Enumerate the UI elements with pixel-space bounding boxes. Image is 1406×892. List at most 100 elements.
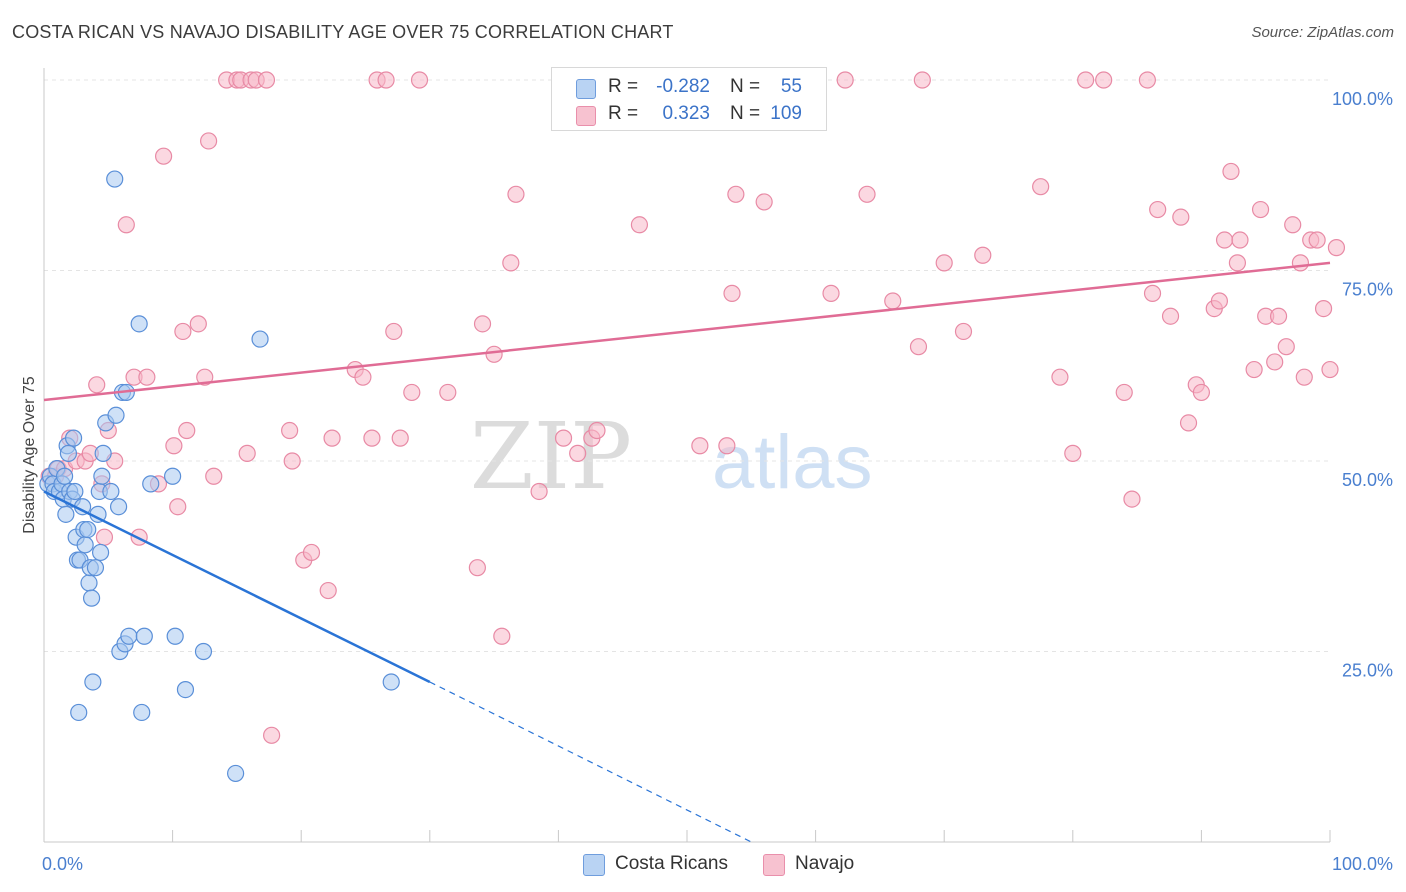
watermark-zip: ZIP — [470, 403, 632, 510]
gridlines — [44, 79, 1330, 652]
navajo-trendline — [43, 261, 1331, 402]
navajo-point — [554, 429, 573, 447]
costa-rican-point — [91, 543, 110, 562]
costa-rican-point — [194, 642, 213, 661]
navajo-points — [40, 71, 1346, 744]
navajo-point — [1314, 300, 1333, 318]
navajo-point — [493, 627, 511, 645]
costa-rican-point — [120, 627, 138, 645]
navajo-point — [485, 345, 503, 363]
navajo-point — [468, 559, 486, 577]
navajo-point — [909, 338, 928, 356]
costa-rican-point — [57, 505, 75, 523]
navajo-point — [569, 444, 587, 462]
navajo-point — [403, 383, 421, 402]
legend-n-value: 109 — [770, 103, 802, 124]
costa-rican-point — [107, 406, 125, 424]
navajo-point — [718, 437, 736, 455]
costa-rican-point — [130, 315, 148, 333]
costa-rican-point — [70, 703, 88, 722]
navajo-point — [117, 216, 135, 234]
navajo-point — [88, 376, 106, 394]
legend-r-value: -0.282 — [656, 76, 710, 97]
navajo-point — [174, 322, 192, 341]
navajo-point — [1308, 231, 1326, 249]
legend-swatch-pink — [763, 854, 785, 876]
costa-rican-point — [55, 467, 74, 485]
navajo-point — [302, 543, 321, 562]
source-credit: Source: ZipAtlas.com — [1251, 24, 1394, 41]
navajo-point — [1284, 216, 1302, 234]
costa-rican-point — [86, 559, 105, 577]
navajo-point — [1032, 178, 1050, 196]
navajo-point — [1210, 292, 1229, 310]
legend-swatch-blue — [576, 79, 596, 99]
navajo-point — [1161, 307, 1180, 325]
navajo-point — [1095, 71, 1113, 89]
navajo-point — [1172, 208, 1190, 226]
navajo-point — [1231, 231, 1249, 249]
navajo-point — [954, 322, 973, 341]
costa-rican-point — [66, 482, 84, 501]
legend-r-label: R = — [608, 103, 639, 124]
navajo-point — [1143, 284, 1162, 302]
x-tick-label: 100.0% — [1332, 854, 1393, 874]
chart-title: COSTA RICAN VS NAVAJO DISABILITY AGE OVE… — [12, 22, 674, 42]
costa-rican-point — [59, 444, 78, 462]
navajo-point — [530, 482, 548, 501]
navajo-point — [439, 383, 457, 402]
y-tick-label: 25.0% — [1342, 661, 1393, 681]
navajo-point — [858, 185, 876, 203]
navajo-point — [354, 368, 372, 386]
navajo-point — [377, 71, 395, 89]
navajo-point — [974, 246, 992, 264]
costa-rican-point — [84, 673, 102, 691]
y-tick-label: 50.0% — [1342, 470, 1393, 490]
legend-row-costa-ricans: R = -0.282 N = 55 — [552, 73, 826, 101]
legend-swatch-pink — [576, 106, 596, 126]
watermark-atlas: atlas — [712, 420, 873, 505]
navajo-point — [1115, 383, 1133, 402]
costa-rican-point — [82, 589, 101, 607]
costa-rican-point — [176, 680, 195, 699]
y-axis-label: Disability Age Over 75 — [21, 376, 38, 534]
navajo-point — [238, 444, 256, 462]
navajo-point — [263, 726, 281, 744]
costa-rican-point — [64, 429, 83, 447]
navajo-point — [95, 528, 114, 546]
navajo-point — [323, 429, 341, 447]
correlation-legend: R = -0.282 N = 55 R = 0.323 N = 109 — [551, 67, 827, 131]
navajo-point — [1277, 338, 1295, 356]
navajo-point — [283, 452, 301, 470]
trendlines — [43, 261, 1331, 843]
navajo-point — [1215, 231, 1234, 249]
navajo-point — [1321, 360, 1339, 379]
costa-rican-point — [94, 444, 112, 462]
x-tick-labels: 0.0% 100.0% — [42, 854, 1393, 874]
navajo-point — [1245, 360, 1263, 379]
navajo-point — [913, 71, 931, 89]
navajo-point — [391, 429, 409, 447]
navajo-point — [1179, 414, 1198, 432]
costa-rican-point — [76, 536, 94, 554]
navajo-point — [1064, 444, 1082, 462]
navajo-point — [1149, 200, 1167, 219]
legend-label: Navajo — [795, 853, 855, 874]
navajo-point — [363, 429, 381, 447]
costa-rican-point — [93, 467, 111, 485]
y-tick-labels: 25.0% 50.0% 75.0% 100.0% — [1332, 89, 1393, 681]
y-tick-label: 100.0% — [1332, 89, 1393, 109]
costa-rican-point — [251, 330, 269, 348]
navajo-point — [154, 147, 173, 165]
navajo-point — [1295, 368, 1313, 386]
navajo-point — [755, 193, 773, 211]
navajo-point — [884, 292, 902, 310]
costa-rican-point — [106, 170, 124, 188]
legend-n-label: N = — [730, 103, 761, 124]
navajo-point — [507, 185, 525, 203]
navajo-point — [319, 581, 337, 600]
costa-rican-point — [135, 627, 153, 645]
navajo-point — [1291, 254, 1310, 272]
legend-r-label: R = — [608, 76, 639, 97]
navajo-point — [1269, 307, 1288, 325]
